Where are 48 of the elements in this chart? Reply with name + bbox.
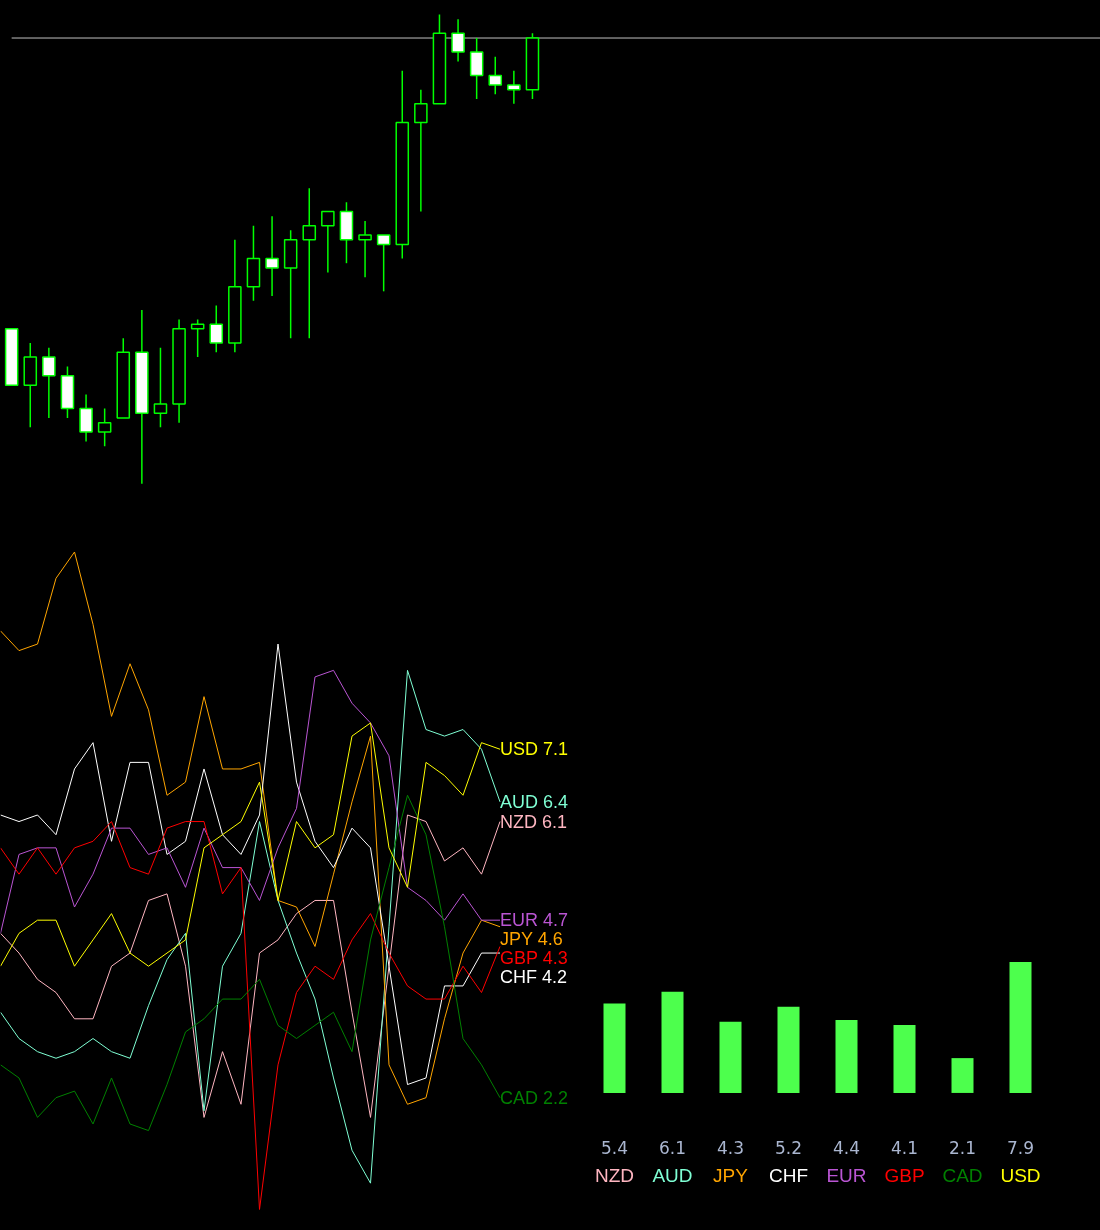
category-label: GBP (884, 1165, 925, 1187)
candlestick (265, 215, 279, 297)
category-label: NZD (594, 1165, 635, 1187)
candlestick (79, 393, 93, 443)
annotation: CHF 4.2 (500, 967, 568, 988)
category-label: CHF (768, 1165, 809, 1187)
category-label: AUD (652, 1165, 693, 1187)
annotation: JPY 4.6 (500, 929, 563, 950)
bar (893, 1024, 916, 1093)
data-label: 4.1 (890, 1138, 919, 1159)
candlestick (376, 234, 391, 293)
candlestick (321, 210, 335, 274)
annotation: USD 7.1 (500, 739, 569, 760)
bar (835, 1019, 858, 1093)
candlestick (451, 18, 465, 63)
bar (603, 1003, 626, 1093)
candlestick (302, 187, 317, 339)
bar (719, 1021, 742, 1093)
candlestick (488, 56, 503, 96)
data-label: 5.2 (774, 1138, 803, 1159)
data-label: 6.1 (658, 1138, 687, 1159)
data-label: 4.3 (716, 1138, 745, 1159)
category-label: JPY (713, 1165, 748, 1187)
bar (661, 991, 684, 1093)
data-label: 2.1 (948, 1138, 977, 1159)
candlestick (358, 220, 372, 279)
candlestick (153, 346, 168, 429)
candlestick (414, 88, 428, 213)
candlestick (97, 407, 112, 447)
candlestick (190, 318, 205, 358)
data-label: 4.4 (832, 1138, 861, 1159)
annotation: NZD 6.1 (500, 811, 568, 832)
category-label: EUR (826, 1165, 867, 1187)
bar (777, 1006, 800, 1093)
candlestick (507, 70, 521, 105)
annotation: GBP 4.3 (500, 948, 568, 969)
category-label: CAD (942, 1165, 983, 1187)
annotation: CAD 2.2 (500, 1087, 569, 1108)
bar (951, 1058, 974, 1093)
candlestick (469, 37, 484, 100)
annotation: AUD 6.4 (500, 791, 569, 812)
annotation: EUR 4.7 (500, 910, 569, 931)
data-label: 5.4 (600, 1138, 629, 1159)
candlestick (42, 346, 56, 419)
bar (1009, 961, 1032, 1093)
candlestick (209, 304, 224, 354)
data-label: 7.9 (1006, 1138, 1035, 1159)
category-label: USD (1000, 1165, 1041, 1187)
